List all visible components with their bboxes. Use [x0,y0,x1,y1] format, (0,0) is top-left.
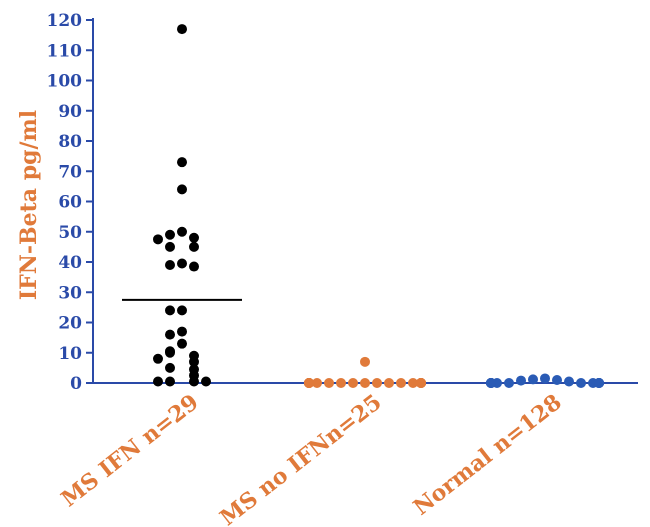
data-point [189,356,199,367]
data-point [360,356,370,367]
data-point [177,338,187,349]
data-point [552,374,562,385]
data-point [384,378,394,388]
data-point [336,378,346,388]
y-tick-label: 20 [58,314,82,334]
data-point [304,378,314,388]
data-point [416,378,426,388]
data-point [372,378,382,388]
category-labels: MS IFN n=29 MS no IFNn=25 Normal n=128 [56,389,566,527]
data-point [594,378,604,388]
data-point [153,376,163,387]
category-label: MS IFN n=29 [56,389,203,512]
data-point [189,376,199,387]
data-point [177,305,187,316]
data-point [348,378,358,388]
data-point [165,305,175,316]
data-point [153,353,163,364]
y-tick-label: 100 [47,72,83,92]
data-point [165,229,175,240]
y-tick-label: 90 [58,102,82,122]
data-point [564,376,574,387]
data-point [177,326,187,337]
y-tick-label: 50 [58,223,82,243]
y-tick-label: 30 [58,283,82,303]
data-point [177,226,187,237]
data-point [165,362,175,373]
data-point [516,375,526,386]
data-point [504,378,514,388]
data-point [177,24,187,35]
y-tick-label: 80 [58,132,82,152]
data-point [177,157,187,168]
category-label: MS no IFNn=25 [215,389,386,527]
data-point [312,378,322,388]
y-tick-label: 70 [58,162,82,182]
y-tick-label: 110 [47,41,83,61]
data-point [177,184,187,195]
category-label: Normal n=128 [409,389,567,520]
data-point [540,373,550,384]
data-point [201,376,211,387]
y-tick-label: 40 [58,253,82,273]
data-point [486,378,496,388]
data-point [189,241,199,252]
data-point [189,261,199,272]
data-point [153,234,163,245]
y-axis: 0 10 20 30 40 50 60 70 80 90 100 110 120 [47,11,94,394]
data-point [528,374,538,385]
data-point [396,378,406,388]
y-tick-label: 120 [47,11,83,31]
data-point [189,232,199,243]
data-point [408,378,418,388]
data-point [324,378,334,388]
data-point [576,378,586,388]
y-tick-label: 10 [58,344,82,364]
data-point [177,258,187,269]
y-tick-label: 60 [58,193,82,213]
data-point [165,347,175,358]
data-point [165,376,175,387]
data-point [165,241,175,252]
data-points [153,24,604,388]
y-tick-label: 0 [70,374,82,394]
y-axis-label: IFN-Beta pg/ml [16,110,42,300]
data-point [165,260,175,271]
data-point [165,329,175,340]
data-point [360,378,370,388]
